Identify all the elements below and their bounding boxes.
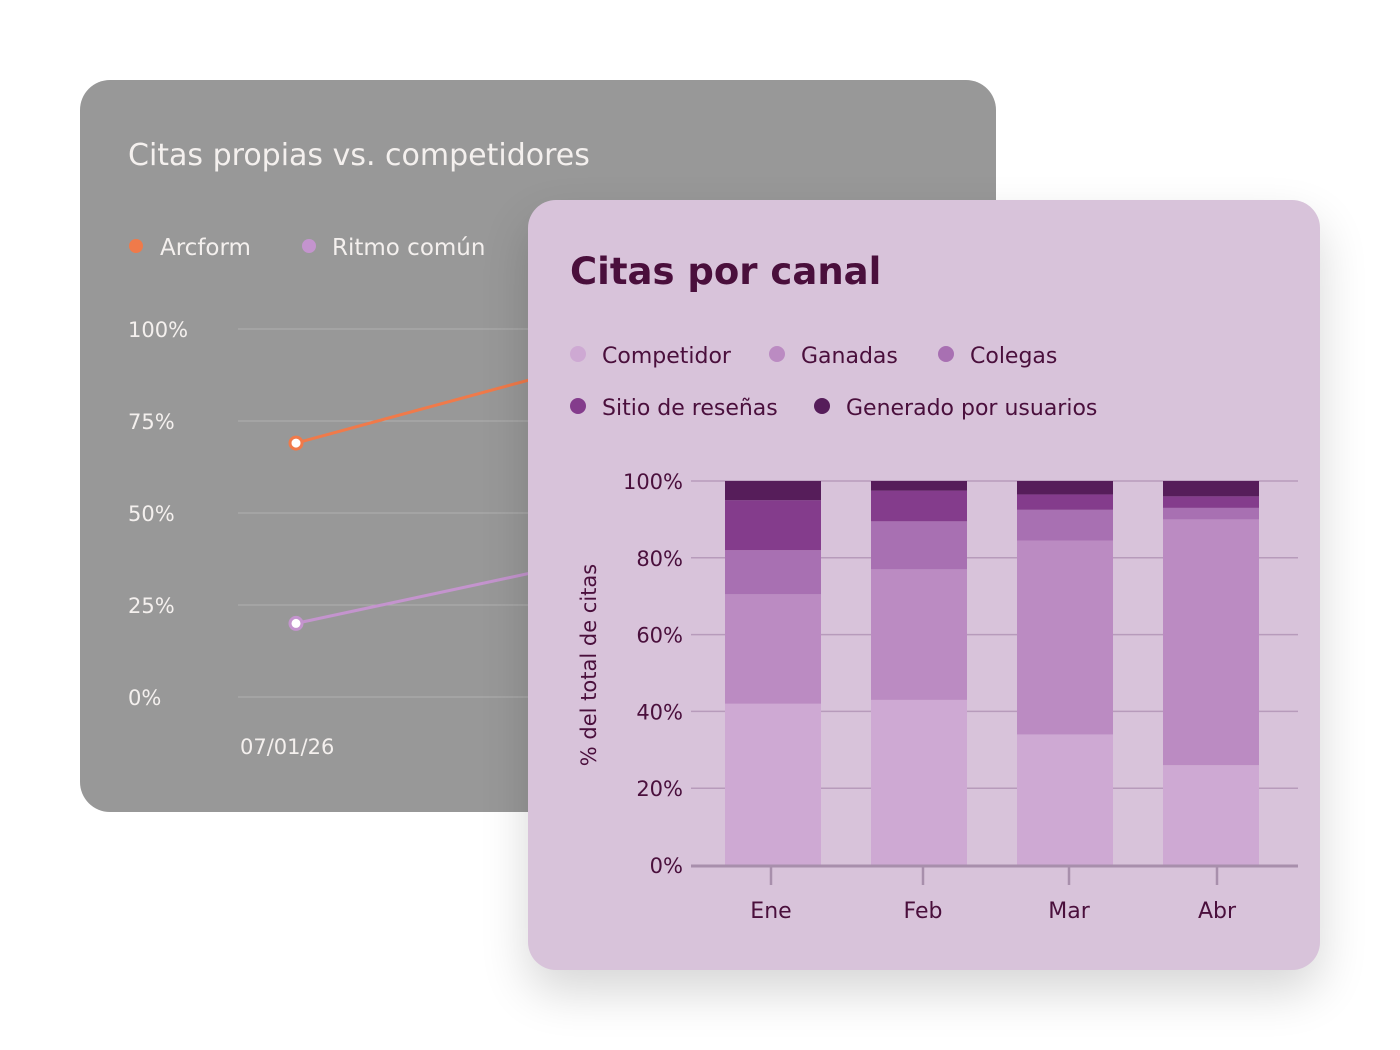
legend-swatch-colegas bbox=[938, 346, 954, 362]
bar-segment-sitio-de-rese-as-feb[interactable] bbox=[871, 490, 967, 522]
bar-segment-generado-por-usuarios-abr[interactable] bbox=[1163, 481, 1259, 497]
legend-label-competidor[interactable]: Competidor bbox=[602, 344, 732, 369]
legend-label-arcform[interactable]: Arcform bbox=[160, 235, 251, 261]
bar-segment-sitio-de-rese-as-mar[interactable] bbox=[1017, 494, 1113, 510]
bar-segment-generado-por-usuarios-feb[interactable] bbox=[871, 481, 967, 491]
legend-label-ganadas[interactable]: Ganadas bbox=[801, 344, 898, 369]
back-y-tick-label: 25% bbox=[128, 594, 175, 618]
front-chart-legend: Competidor Ganadas Colegas Sitio de reseñas… bbox=[570, 344, 1097, 421]
front-chart-bars bbox=[725, 481, 1259, 865]
bar-segment-competidor-ene[interactable] bbox=[725, 703, 821, 865]
front-chart-card: Citas por canal Competidor Ganadas Colegas… bbox=[528, 200, 1320, 970]
front-y-tick-label: 80% bbox=[636, 547, 683, 571]
front-x-tick-label: Ene bbox=[750, 899, 791, 924]
bar-segment-ganadas-mar[interactable] bbox=[1017, 540, 1113, 735]
data-point-ritmo-com-n[interactable] bbox=[288, 615, 304, 631]
front-y-tick-label: 40% bbox=[636, 700, 683, 724]
back-y-tick-label: 50% bbox=[128, 502, 175, 526]
back-chart-y-axis: 100% 75% 50% 25% 0% bbox=[128, 318, 188, 710]
bar-segment-colegas-mar[interactable] bbox=[1017, 509, 1113, 541]
bar-segment-competidor-mar[interactable] bbox=[1017, 734, 1113, 865]
legend-label-colegas[interactable]: Colegas bbox=[970, 344, 1057, 369]
legend-swatch-sitio-de-rese-as bbox=[570, 398, 586, 414]
bar-segment-competidor-abr[interactable] bbox=[1163, 765, 1259, 865]
back-chart-legend: Arcform Ritmo común bbox=[129, 235, 485, 261]
legend-label-sitio-de-rese-as[interactable]: Sitio de reseñas bbox=[602, 396, 778, 421]
back-x-tick-label: 07/01/26 bbox=[240, 735, 334, 759]
back-y-tick-label: 100% bbox=[128, 318, 188, 342]
front-x-tick-label: Feb bbox=[904, 899, 943, 924]
front-x-tick-label: Abr bbox=[1198, 899, 1237, 924]
front-chart-title: Citas por canal bbox=[570, 250, 881, 293]
legend-label-ritmo-comun[interactable]: Ritmo común bbox=[332, 235, 485, 261]
front-y-tick-label: 100% bbox=[623, 470, 683, 494]
back-chart-title: Citas propias vs. competidores bbox=[128, 138, 590, 173]
bar-segment-sitio-de-rese-as-ene[interactable] bbox=[725, 500, 821, 551]
legend-swatch-arcform bbox=[129, 239, 143, 253]
front-y-tick-label: 60% bbox=[636, 624, 683, 648]
bar-segment-competidor-feb[interactable] bbox=[871, 699, 967, 865]
legend-label-generado-por-usuarios[interactable]: Generado por usuarios bbox=[846, 396, 1097, 421]
back-y-tick-label: 75% bbox=[128, 410, 175, 434]
back-y-tick-label: 0% bbox=[128, 686, 161, 710]
bar-segment-ganadas-feb[interactable] bbox=[871, 569, 967, 700]
front-chart-x-axis: Ene Feb Mar Abr bbox=[691, 864, 1298, 924]
legend-swatch-ganadas bbox=[769, 346, 785, 362]
legend-swatch-generado-por-usuarios bbox=[814, 398, 830, 414]
bar-segment-generado-por-usuarios-ene[interactable] bbox=[725, 481, 821, 501]
front-chart-svg: Citas por canal Competidor Ganadas Colegas… bbox=[570, 250, 1298, 924]
data-point-arcform[interactable] bbox=[288, 435, 304, 451]
back-chart-svg: Citas propias vs. competidores Arcform R… bbox=[128, 138, 996, 759]
bar-segment-sitio-de-rese-as-abr[interactable] bbox=[1163, 496, 1259, 508]
bar-segment-generado-por-usuarios-mar[interactable] bbox=[1017, 481, 1113, 495]
bar-segment-ganadas-ene[interactable] bbox=[725, 594, 821, 704]
front-y-tick-label: 0% bbox=[650, 854, 683, 878]
front-x-tick-label: Mar bbox=[1048, 899, 1090, 924]
bar-segment-ganadas-abr[interactable] bbox=[1163, 519, 1259, 766]
legend-swatch-competidor bbox=[570, 346, 586, 362]
legend-swatch-ritmo-comun bbox=[302, 239, 316, 253]
bar-segment-colegas-ene[interactable] bbox=[725, 550, 821, 595]
bar-segment-colegas-feb[interactable] bbox=[871, 521, 967, 570]
bar-segment-colegas-abr[interactable] bbox=[1163, 507, 1259, 520]
front-y-axis-title: % del total de citas bbox=[577, 564, 601, 766]
front-y-tick-label: 20% bbox=[636, 777, 683, 801]
